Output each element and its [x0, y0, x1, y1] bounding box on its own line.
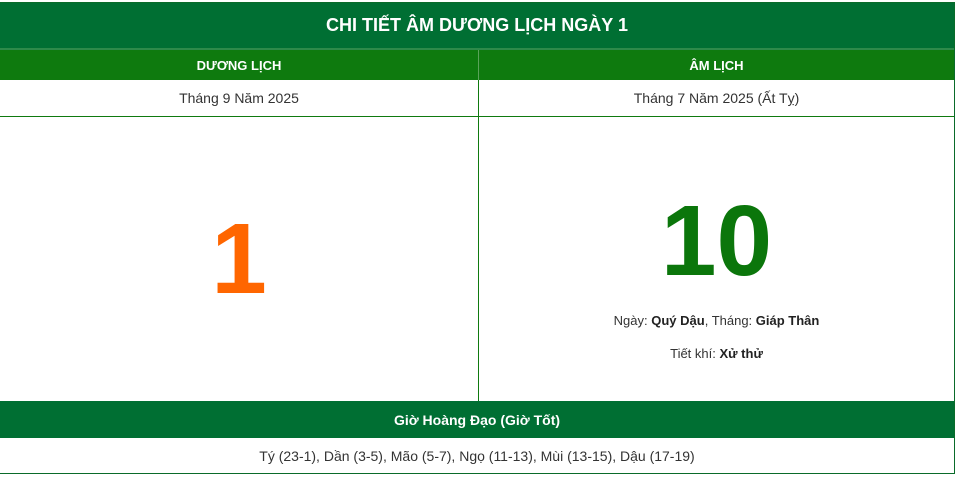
solar-header: DƯƠNG LỊCH — [0, 50, 478, 80]
solar-day-cell: 1 — [0, 117, 478, 401]
solar-day: 1 — [211, 202, 267, 315]
page-title: CHI TIẾT ÂM DƯƠNG LỊCH NGÀY 1 — [0, 3, 954, 50]
can-chi-info: Ngày: Quý Dậu, Tháng: Giáp Thân — [614, 313, 820, 328]
lunar-day: 10 — [660, 185, 773, 297]
good-hours-list: Tý (23-1), Dần (3-5), Mão (5-7), Ngọ (11… — [259, 447, 695, 464]
day-label: Ngày: — [613, 313, 652, 328]
day-can-chi: Quý Dậu — [651, 313, 705, 328]
tiet-khi-label: Tiết khí: — [670, 346, 720, 361]
lunar-day-cell: 10 Ngày: Quý Dậu, Tháng: Giáp Thân Tiết … — [478, 117, 954, 401]
tiet-khi-value: Xử thử — [719, 346, 763, 361]
solar-month: Tháng 9 Năm 2025 — [0, 80, 478, 117]
lunar-month: Tháng 7 Năm 2025 (Ất Tỵ) — [478, 80, 954, 117]
month-label: , Tháng: — [704, 313, 756, 328]
month-can-chi: Giáp Thân — [755, 313, 820, 328]
tiet-khi-info: Tiết khí: Xử thử — [670, 346, 763, 361]
lunar-header: ÂM LỊCH — [478, 50, 954, 80]
good-hours-header: Giờ Hoàng Đạo (Giờ Tốt) — [0, 401, 954, 438]
